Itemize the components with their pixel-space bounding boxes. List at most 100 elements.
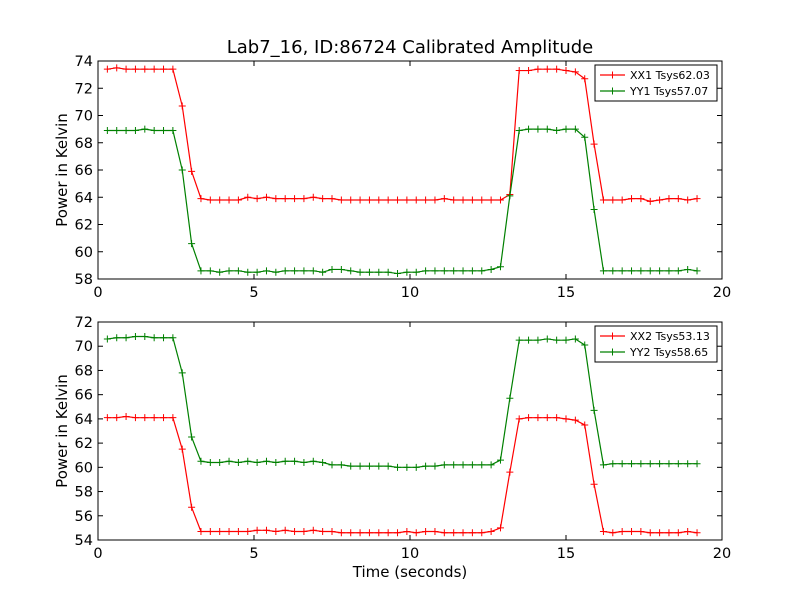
y-tick-label: 60 [75,245,93,261]
data-point-marker [300,458,308,466]
data-point-marker [403,528,411,536]
data-point-marker [590,140,598,148]
data-point-marker [543,335,551,343]
bottom-panel: 0 5 10 15 20 54 56 58 60 62 64 66 68 70 72 Power in Kel… [53,315,731,562]
data-point-marker [244,457,252,465]
data-point-marker [188,167,196,175]
data-point-marker [356,196,364,204]
data-point-marker [328,195,336,203]
y-tick-label: 62 [75,218,93,234]
data-point-marker [562,125,570,133]
data-point-marker [431,196,439,204]
legend-label: YY1 Tsys57.07 [629,85,708,98]
data-point-marker [487,461,495,469]
data-point-marker [618,528,626,536]
data-point-marker [131,65,139,73]
data-point-marker [365,529,373,537]
data-point-marker [103,65,111,73]
data-point-marker [525,67,533,75]
data-point-marker [272,528,280,536]
data-point-marker [553,336,561,344]
data-point-marker [141,414,149,422]
data-point-marker [581,341,589,349]
series-1 [103,412,701,537]
data-point-marker [618,460,626,468]
series-line [107,67,698,202]
data-point-marker [291,457,299,465]
data-point-marker [356,268,364,276]
data-point-marker [319,268,327,276]
data-point-marker [487,265,495,273]
data-point-marker [431,462,439,470]
data-point-marker [468,461,476,469]
y-tick-label: 54 [75,533,93,549]
y-tick-label: 68 [75,136,93,152]
data-point-marker [609,267,617,275]
data-point-marker [300,267,308,275]
data-point-marker [487,528,495,536]
data-point-marker [216,196,224,204]
data-point-marker [684,528,692,536]
data-point-marker [281,457,289,465]
data-point-marker [234,196,242,204]
data-point-marker [234,528,242,536]
data-point-marker [122,65,130,73]
data-point-marker [562,415,570,423]
x-tick-label: 20 [713,546,731,562]
data-point-marker [450,267,458,275]
data-point-marker [506,394,514,402]
data-point-marker [693,267,701,275]
data-point-marker [431,267,439,275]
data-point-marker [300,195,308,203]
data-point-marker [534,414,542,422]
data-point-marker [534,125,542,133]
data-point-marker [225,196,233,204]
data-point-marker [496,263,504,271]
data-point-marker [553,126,561,134]
data-point-marker [562,336,570,344]
data-point-marker [319,458,327,466]
data-point-marker [319,528,327,536]
data-point-marker [665,195,673,203]
data-point-marker [347,529,355,537]
data-point-marker [618,267,626,275]
y-tick-label: 72 [75,315,93,331]
data-point-marker [337,196,345,204]
data-point-marker [599,196,607,204]
data-point-marker [113,414,121,422]
data-point-marker [234,267,242,275]
y-tick-label: 64 [75,190,93,206]
data-point-marker [496,196,504,204]
data-point-marker [628,460,636,468]
data-point-marker [234,458,242,466]
data-point-marker [674,195,682,203]
x-tick-label: 15 [557,546,575,562]
data-point-marker [150,334,158,342]
y-tick-label: 62 [75,436,93,452]
legend: XX2 Tsys53.13 YY2 Tsys58.65 [594,325,718,363]
legend-label: XX1 Tsys62.03 [630,69,710,82]
data-point-marker [178,445,186,453]
data-point-marker [674,529,682,537]
data-point-marker [450,529,458,537]
series-line [107,128,698,275]
data-point-marker [684,196,692,204]
legend-entry: XX2 Tsys53.13 [600,330,710,343]
data-point-marker [356,529,364,537]
data-point-marker [590,406,598,414]
data-point-marker [384,462,392,470]
data-point-marker [197,457,205,465]
data-point-marker [543,65,551,73]
data-point-marker [394,463,402,471]
legend-entry: YY2 Tsys58.65 [600,346,708,359]
data-point-marker [337,529,345,537]
data-point-marker [422,196,430,204]
data-point-marker [440,195,448,203]
data-point-marker [394,270,402,278]
figure-title: Lab7_16, ID:86724 Calibrated Amplitude [227,37,593,58]
data-point-marker [693,460,701,468]
data-point-marker [347,196,355,204]
data-point-marker [262,457,270,465]
data-point-marker [197,528,205,536]
x-tick-label: 0 [93,285,102,301]
